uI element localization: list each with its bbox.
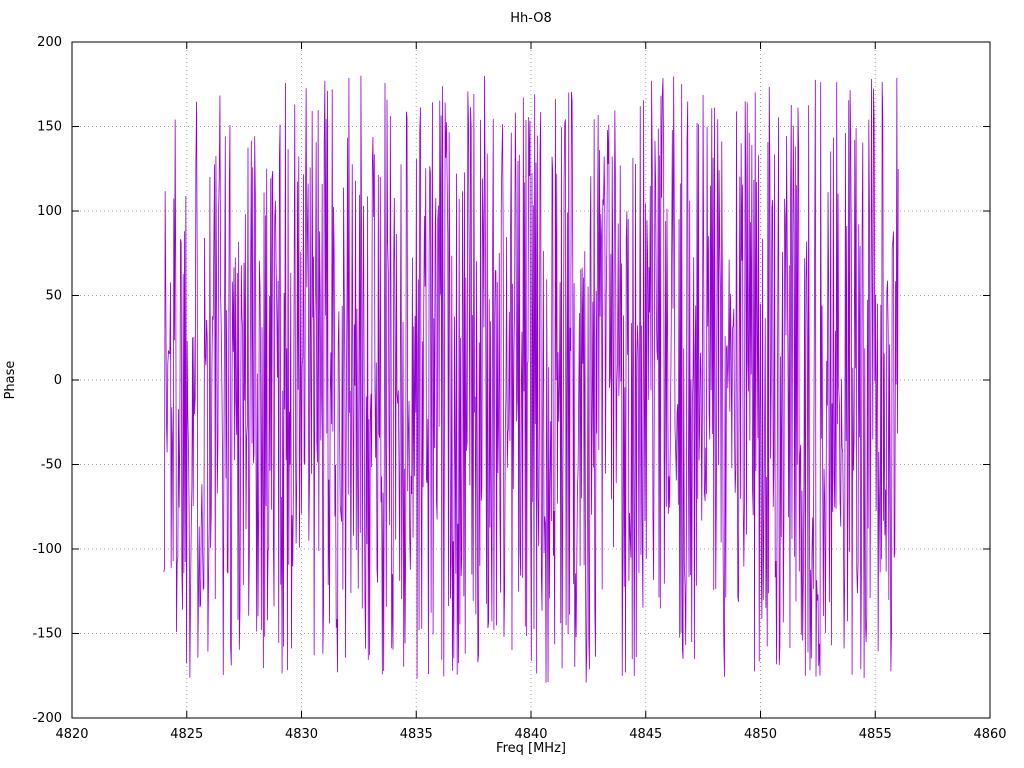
x-tick-label: 4825 [170, 727, 203, 742]
y-tick-label: 150 [37, 120, 62, 135]
y-tick-label: 200 [37, 35, 62, 50]
y-axis-label: Phase [3, 361, 18, 400]
data-series [163, 75, 899, 683]
y-tick-label: -100 [32, 542, 62, 557]
phase-series-line [163, 75, 899, 683]
x-axis-label: Freq [MHz] [496, 741, 566, 756]
x-tick-label: 4845 [629, 727, 662, 742]
chart-title: Hh-O8 [510, 11, 552, 26]
x-tick-label: 4850 [744, 727, 777, 742]
x-tick-label: 4840 [514, 727, 547, 742]
y-tick-label: 50 [45, 289, 62, 304]
y-tick-label: -200 [32, 711, 62, 726]
y-tick-label: -50 [41, 458, 62, 473]
x-tick-label: 4835 [400, 727, 433, 742]
x-tick-label: 4860 [973, 727, 1006, 742]
y-tick-label: 0 [54, 373, 62, 388]
x-tick-label: 4820 [55, 727, 88, 742]
y-tick-label: -150 [32, 627, 62, 642]
x-tick-label: 4830 [285, 727, 318, 742]
tick-labels: 4820 4825 4830 4835 4840 4845 4850 4855 4860 -200… [32, 35, 1006, 742]
x-tick-label: 4855 [859, 727, 892, 742]
y-tick-label: 100 [37, 204, 62, 219]
plot-border-and-ticks [71, 41, 991, 719]
